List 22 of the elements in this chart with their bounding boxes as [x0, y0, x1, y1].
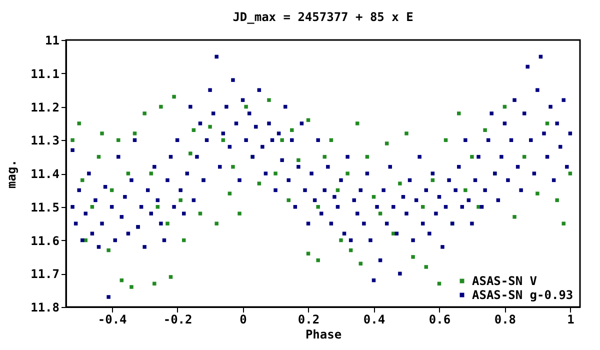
chart-title: JD_max = 2457377 + 85 x E [232, 10, 414, 24]
x-tick-label: 1 [567, 312, 574, 326]
x-tick-label: 0.4 [363, 312, 386, 326]
y-tick-label: 11.5 [30, 200, 60, 214]
x-tick-label: 0.8 [494, 312, 516, 326]
y-axis-title: mag. [4, 160, 19, 188]
x-axis-title: Phase [305, 328, 342, 342]
y-tick-label: 11.4 [30, 167, 60, 181]
x-tick-label: 0.2 [298, 312, 320, 326]
x-tick-label: -0.4 [98, 312, 127, 326]
legend-label: ASAS-SN V [472, 274, 538, 288]
y-tick-label: 11 [45, 34, 60, 48]
y-tick-label: 11.1 [30, 66, 60, 81]
y-tick-label: 11.2 [30, 100, 60, 114]
x-tick-label: -0.2 [163, 312, 192, 326]
x-tick-label: 0 [240, 312, 247, 326]
x-tick-label: 0.6 [428, 312, 451, 326]
y-tick-label: 11.7 [30, 267, 60, 282]
y-tick-label: 11.3 [30, 134, 60, 148]
legend-label: ASAS-SN g-0.93 [472, 288, 574, 302]
y-tick-label: 11.6 [30, 234, 60, 248]
y-tick-label: 11.8 [30, 300, 60, 314]
